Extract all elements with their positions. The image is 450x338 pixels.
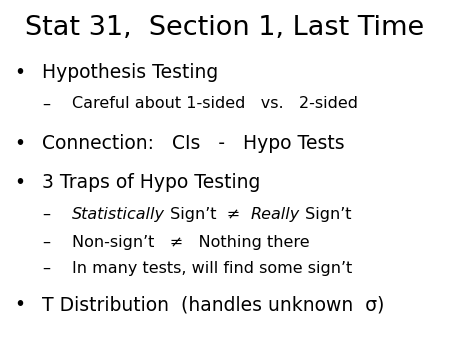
Text: –: – bbox=[42, 207, 50, 221]
Text: Non-sign’t   ≠   Nothing there: Non-sign’t ≠ Nothing there bbox=[72, 235, 310, 249]
Text: In many tests, will find some sign’t: In many tests, will find some sign’t bbox=[72, 261, 352, 275]
Text: –: – bbox=[42, 97, 50, 112]
Text: Statistically: Statistically bbox=[72, 207, 165, 221]
Text: Sign’t  ≠: Sign’t ≠ bbox=[165, 207, 250, 221]
Text: •: • bbox=[14, 295, 25, 314]
Text: T Distribution  (handles unknown  σ): T Distribution (handles unknown σ) bbox=[42, 295, 384, 314]
Text: Careful about 1-sided   vs.   2-sided: Careful about 1-sided vs. 2-sided bbox=[72, 97, 358, 112]
Text: •: • bbox=[14, 63, 25, 81]
Text: –: – bbox=[42, 261, 50, 275]
Text: •: • bbox=[14, 134, 25, 152]
Text: Really: Really bbox=[250, 207, 300, 221]
Text: Connection:   CIs   -   Hypo Tests: Connection: CIs - Hypo Tests bbox=[42, 134, 345, 152]
Text: –: – bbox=[42, 235, 50, 249]
Text: 3 Traps of Hypo Testing: 3 Traps of Hypo Testing bbox=[42, 173, 261, 193]
Text: Stat 31,  Section 1, Last Time: Stat 31, Section 1, Last Time bbox=[25, 15, 425, 41]
Text: •: • bbox=[14, 173, 25, 193]
Text: Hypothesis Testing: Hypothesis Testing bbox=[42, 63, 218, 81]
Text: Sign’t: Sign’t bbox=[300, 207, 351, 221]
